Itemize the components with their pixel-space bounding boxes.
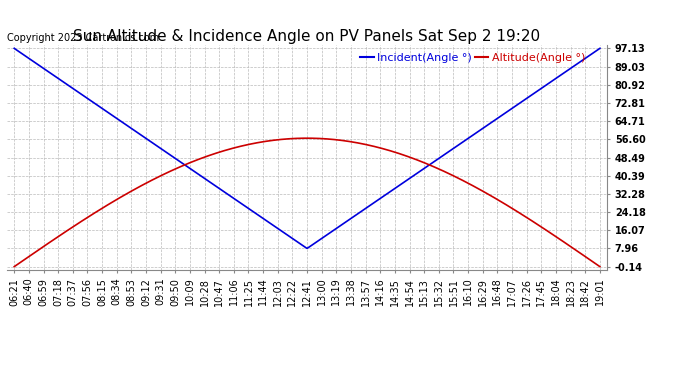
Title: Sun Altitude & Incidence Angle on PV Panels Sat Sep 2 19:20: Sun Altitude & Incidence Angle on PV Pan… (74, 29, 540, 44)
Legend: Incident(Angle °), Altitude(Angle °): Incident(Angle °), Altitude(Angle °) (356, 48, 590, 67)
Text: Copyright 2023 Cartronics.com: Copyright 2023 Cartronics.com (7, 33, 159, 43)
